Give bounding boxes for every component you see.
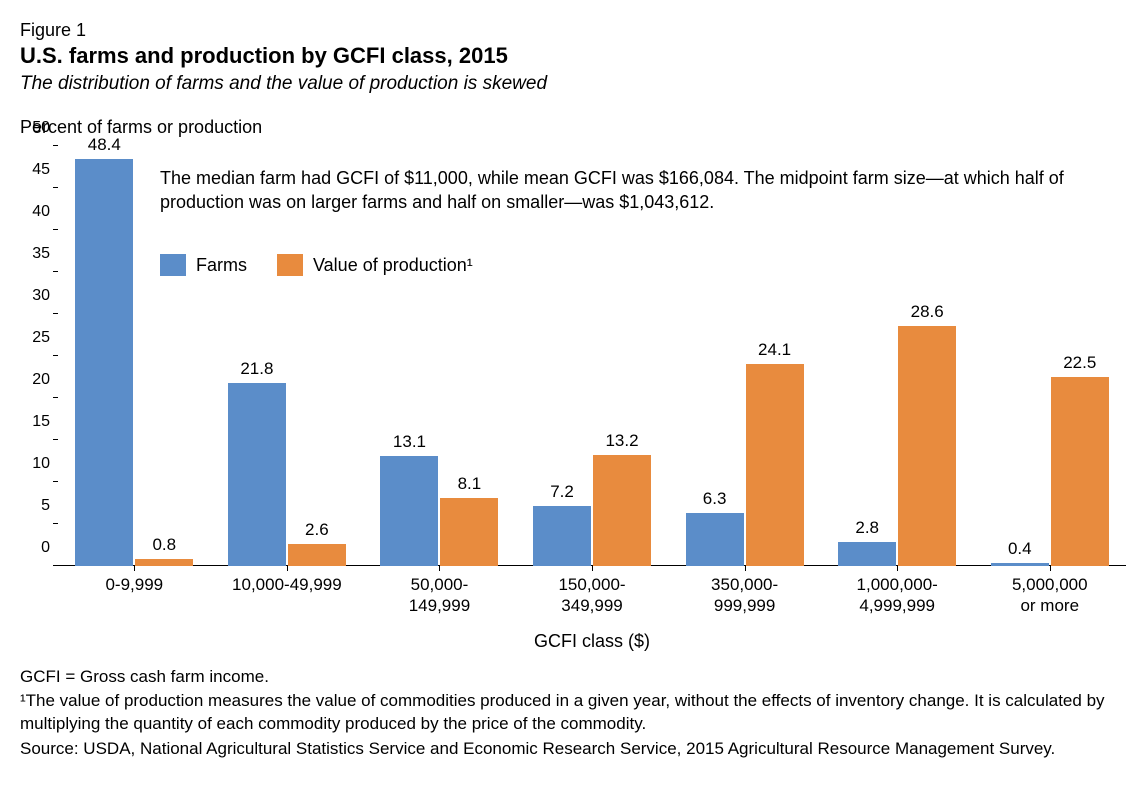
legend-item-value: Value of production¹ — [277, 254, 473, 276]
y-tick-label: 30 — [20, 287, 50, 305]
x-tick-label: 150,000-349,999 — [516, 574, 669, 617]
legend-label-farms: Farms — [196, 255, 247, 276]
y-tick-label: 45 — [20, 161, 50, 179]
bar-value: 2.6 — [288, 544, 346, 566]
chart-title: U.S. farms and production by GCFI class,… — [20, 43, 1126, 69]
bar-farms: 21.8 — [228, 383, 286, 566]
x-tick-label: 1,000,000-4,999,999 — [821, 574, 974, 617]
x-tick-mark — [897, 566, 898, 571]
bar-farms: 6.3 — [686, 513, 744, 566]
y-tick-label: 50 — [20, 119, 50, 137]
chart-area: 05101520253035404550 48.40.821.82.613.18… — [20, 146, 1126, 566]
bar-value-label: 6.3 — [703, 489, 727, 509]
x-tick-label: 10,000-49,999 — [211, 574, 364, 617]
y-tick-label: 40 — [20, 203, 50, 221]
x-tick-label: 0-9,999 — [58, 574, 211, 617]
bar-value-label: 13.2 — [605, 431, 638, 451]
bar-value-label: 8.1 — [458, 474, 482, 494]
x-tick-mark — [287, 566, 288, 571]
x-tick-mark — [592, 566, 593, 571]
figure-label: Figure 1 — [20, 20, 1126, 41]
y-tick-label: 10 — [20, 455, 50, 473]
footnotes: GCFI = Gross cash farm income. ¹The valu… — [20, 666, 1126, 762]
x-tick-label: 5,000,000or more — [973, 574, 1126, 617]
x-tick-label: 50,000-149,999 — [363, 574, 516, 617]
bar-value-label: 22.5 — [1063, 353, 1096, 373]
bar-farms: 13.1 — [380, 456, 438, 566]
y-tick-label: 20 — [20, 371, 50, 389]
x-tick-mark — [1050, 566, 1051, 571]
y-tick-label: 0 — [20, 539, 50, 557]
legend-swatch-farms — [160, 254, 186, 276]
x-tick-mark — [134, 566, 135, 571]
x-tick-mark — [745, 566, 746, 571]
legend-swatch-value — [277, 254, 303, 276]
bar-value-label: 2.8 — [855, 518, 879, 538]
x-tick-mark — [439, 566, 440, 571]
x-tick-labels: 0-9,99910,000-49,99950,000-149,999150,00… — [58, 574, 1126, 617]
footnote-gcfi: GCFI = Gross cash farm income. — [20, 666, 1126, 689]
legend: Farms Value of production¹ — [160, 254, 473, 276]
bar-value: 24.1 — [746, 364, 804, 566]
bar-value: 22.5 — [1051, 377, 1109, 566]
bar-value-label: 28.6 — [911, 302, 944, 322]
footnote-source: Source: USDA, National Agricultural Stat… — [20, 738, 1126, 761]
y-tick-label: 35 — [20, 245, 50, 263]
bar-farms: 7.2 — [533, 506, 591, 566]
bar-value: 13.2 — [593, 455, 651, 566]
bar-farms: 48.4 — [75, 159, 133, 566]
legend-label-value: Value of production¹ — [313, 255, 473, 276]
y-axis-label: Percent of farms or production — [20, 117, 1126, 138]
bar-value-label: 7.2 — [550, 482, 574, 502]
bar-farms: 2.8 — [838, 542, 896, 566]
bar-value: 8.1 — [440, 498, 498, 566]
bar-value: 0.8 — [135, 559, 193, 566]
bar-value-label: 13.1 — [393, 432, 426, 452]
bar-value-label: 2.6 — [305, 520, 329, 540]
chart-annotation: The median farm had GCFI of $11,000, whi… — [160, 166, 1116, 215]
bar-farms: 0.4 — [991, 563, 1049, 566]
bar-value-label: 48.4 — [88, 135, 121, 155]
bar-value-label: 0.8 — [152, 535, 176, 555]
bar-value-label: 0.4 — [1008, 539, 1032, 559]
footnote-value-def: ¹The value of production measures the va… — [20, 690, 1126, 736]
chart-subtitle: The distribution of farms and the value … — [20, 73, 1126, 95]
bar-value-label: 24.1 — [758, 340, 791, 360]
y-tick-label: 25 — [20, 329, 50, 347]
x-axis-label: GCFI class ($) — [58, 631, 1126, 652]
x-tick-label: 350,000-999,999 — [668, 574, 821, 617]
legend-item-farms: Farms — [160, 254, 247, 276]
bar-value-label: 21.8 — [240, 359, 273, 379]
y-tick-label: 5 — [20, 497, 50, 515]
y-tick-label: 15 — [20, 413, 50, 431]
bar-value: 28.6 — [898, 326, 956, 566]
